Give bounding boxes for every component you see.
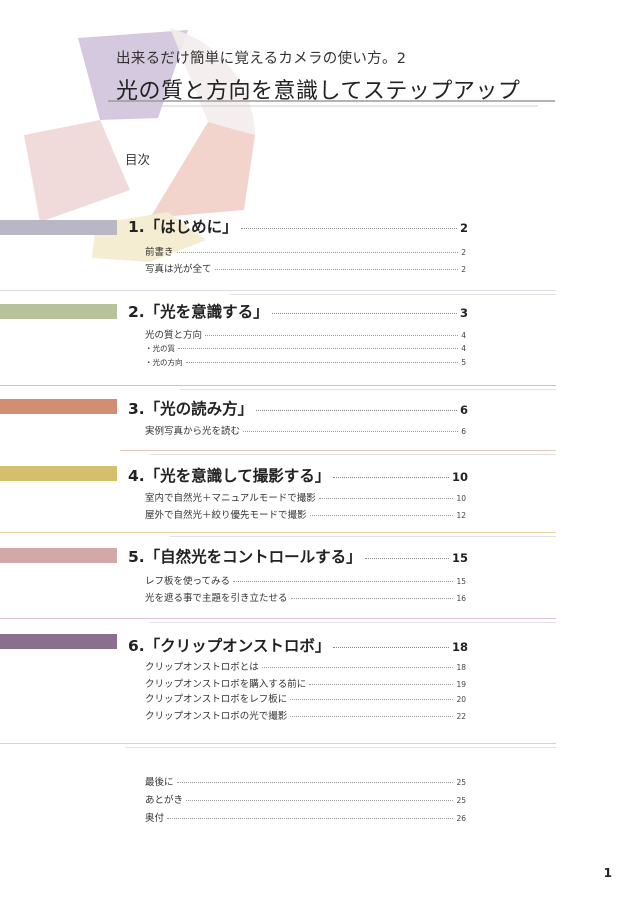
toc-item[interactable]: 写真は光が全て 2 [145, 264, 466, 275]
chapter-page: 15 [451, 551, 468, 565]
document-subtitle: 出来るだけ簡単に覚えるカメラの使い方。2 [116, 51, 407, 67]
page-number: 1 [603, 866, 612, 880]
chapter-title: 5.「自然光をコントロールする」 [128, 548, 362, 566]
toc-item[interactable]: クリップオンストロボの光で撮影 22 [145, 711, 466, 722]
chapter-title: 2.「光を意識する」 [128, 303, 269, 321]
aperture-blade-cream [92, 212, 206, 262]
toc-item[interactable]: 光を遮る事で主題を引き立たせる 16 [145, 593, 466, 604]
chapter-page: 3 [459, 306, 468, 320]
toc-item[interactable]: クリップオンストロボを購入する前に 19 [145, 679, 466, 690]
chapter-3-color-bar [0, 399, 117, 414]
chapter-4-color-bar [0, 466, 117, 481]
chapter-2-entry[interactable]: 2.「光を意識する」 3 [128, 300, 468, 322]
toc-item[interactable]: クリップオンストロボをレフ板に 20 [145, 694, 466, 705]
chapter-3-entry[interactable]: 3.「光の読み方」 6 [128, 397, 468, 419]
chapter-title: 4.「光を意識して撮影する」 [128, 467, 331, 485]
aperture-blade-top [170, 28, 255, 135]
chapter-page: 18 [451, 640, 468, 654]
chapter-title: 1.「はじめに」 [128, 218, 238, 236]
toc-item[interactable]: 前書き 2 [145, 247, 466, 258]
chapter-2-color-bar [0, 304, 117, 319]
chapter-page: 10 [451, 470, 468, 484]
chapter-6-entry[interactable]: 6.「クリップオンストロボ」 18 [128, 634, 468, 656]
toc-item[interactable]: 屋外で自然光＋絞り優先モードで撮影 12 [145, 510, 466, 521]
chapter-1-color-bar [0, 220, 117, 235]
aperture-blade-rose [24, 120, 130, 222]
chapter-5-entry[interactable]: 5.「自然光をコントロールする」 15 [128, 545, 468, 567]
toc-item[interactable]: ・光の方向 5 [145, 358, 466, 367]
chapter-page: 2 [459, 221, 468, 235]
toc-item[interactable]: 光の質と方向 4 [145, 330, 466, 341]
toc-item-closing[interactable]: 最後に 25 [145, 777, 466, 788]
chapter-title: 3.「光の読み方」 [128, 400, 254, 418]
document-title: 光の質と方向を意識してステップアップ [116, 79, 521, 104]
toc-item[interactable]: ・光の質 4 [145, 344, 466, 353]
toc-item[interactable]: クリップオンストロボとは 18 [145, 662, 466, 673]
chapter-4-entry[interactable]: 4.「光を意識して撮影する」 10 [128, 464, 468, 486]
chapter-page: 6 [459, 403, 468, 417]
toc-item-closing[interactable]: 奥付 26 [145, 813, 466, 824]
toc-item[interactable]: 室内で自然光＋マニュアルモードで撮影 10 [145, 493, 466, 504]
toc-item-closing[interactable]: あとがき 25 [145, 795, 466, 806]
toc-item[interactable]: 実例写真から光を読む 6 [145, 426, 466, 437]
chapter-1-entry[interactable]: 1.「はじめに」 2 [128, 215, 468, 237]
chapter-title: 6.「クリップオンストロボ」 [128, 637, 331, 655]
chapter-5-color-bar [0, 548, 117, 563]
chapter-6-color-bar [0, 634, 117, 649]
aperture-blade-lavender [78, 30, 188, 120]
toc-heading: 目次 [125, 152, 151, 167]
aperture-blade-salmon [150, 122, 255, 218]
toc-item[interactable]: レフ板を使ってみる 15 [145, 576, 466, 587]
